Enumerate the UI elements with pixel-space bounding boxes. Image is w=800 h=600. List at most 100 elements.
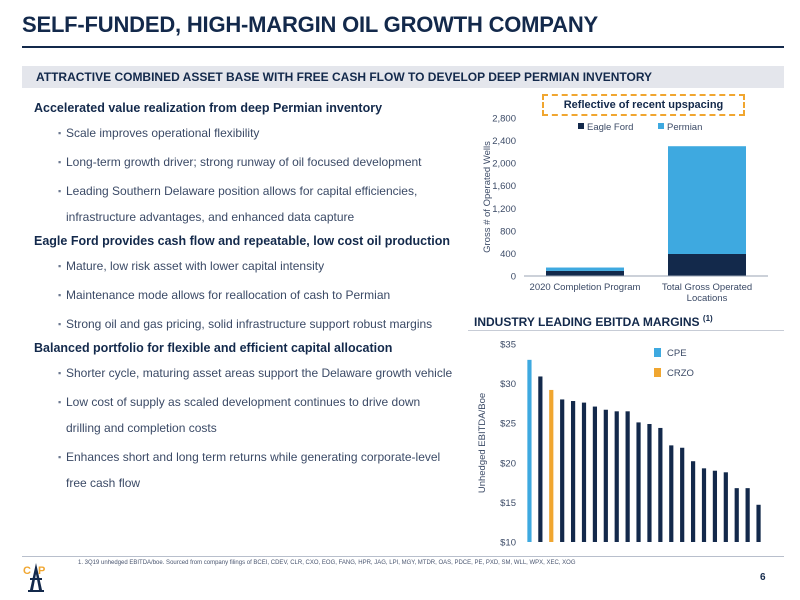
- bar-peer: [636, 422, 641, 542]
- bar-peer: [538, 376, 543, 542]
- bar-peer: [581, 402, 587, 542]
- legend-label: Eagle Ford: [587, 122, 633, 133]
- bullet-text: Mature, low risk asset with lower capita…: [66, 259, 325, 273]
- bullet-text: free cash flow: [66, 476, 141, 490]
- footnote-marker: (1): [702, 314, 713, 323]
- company-logo-icon: C P: [23, 563, 45, 592]
- title-underline: [22, 46, 784, 48]
- upspacing-callout: Reflective of recent upspacing: [542, 94, 745, 116]
- bar-crzo: [549, 389, 554, 542]
- bullet-item: ▪ Long-term growth driver; strong runway …: [34, 152, 474, 172]
- bullet-text: Enhances short and long term returns whi…: [66, 450, 441, 464]
- ebitda-chart-title: INDUSTRY LEADING EBITDA MARGINS (1): [474, 314, 713, 329]
- section-heading: Accelerated value realization from deep …: [34, 101, 383, 115]
- bullet-marker-icon: ▪: [58, 319, 62, 329]
- bar-peer: [690, 461, 696, 542]
- bar-peer: [603, 409, 608, 542]
- y-tick-label: 400: [500, 249, 516, 260]
- x-tick-label: Total Gross Operated: [662, 282, 752, 293]
- bullet-marker-icon: ▪: [58, 452, 62, 462]
- footnote-rule: [22, 556, 784, 557]
- bullet-marker-icon: ▪: [58, 368, 62, 378]
- bullet-column: Accelerated value realization from deep …: [34, 100, 474, 493]
- bullet-item: ▪ Shorter cycle, maturing asset areas sup…: [34, 363, 474, 383]
- bullet-marker-icon: ▪: [58, 128, 62, 138]
- page-number: 6: [760, 572, 766, 583]
- bullet-marker-icon: ▪: [58, 261, 62, 271]
- legend-swatch: [658, 123, 664, 129]
- bar-peer: [625, 411, 630, 542]
- bar-peer: [756, 504, 761, 542]
- legend-swatch: [578, 123, 584, 129]
- bar-peer: [734, 488, 739, 542]
- y-tick-label: 800: [500, 226, 516, 237]
- bullet-item: ▪ Mature, low risk asset with lower capit…: [34, 256, 474, 276]
- bar-peer: [614, 411, 619, 542]
- banner-text: ATTRACTIVE COMBINED ASSET BASE WITH FREE…: [36, 70, 653, 84]
- legend-swatch: [654, 368, 661, 377]
- bar-peer: [680, 447, 685, 542]
- legend-label: CRZO: [667, 368, 694, 379]
- y-tick-label: 1,200: [492, 204, 516, 215]
- ebitda-margin-chart: $10 $15 $20 $25 $30 $35 Unhedged EBITDA/Boe CPE…: [477, 340, 761, 549]
- bullet-text: drilling and completion costs: [66, 421, 217, 435]
- bullet-item: ▪ Enhances short and long term returns wh…: [34, 447, 474, 493]
- bar-eagle-ford: [546, 270, 624, 276]
- bar-permian: [546, 267, 624, 271]
- bullet-item: ▪ Scale improves operational flexibility: [34, 123, 474, 143]
- legend-label: Permian: [667, 122, 702, 133]
- section-heading: Eagle Ford provides cash flow and repeat…: [34, 234, 451, 248]
- bullet-marker-icon: ▪: [58, 290, 62, 300]
- bar-peer: [723, 472, 728, 542]
- y-tick-label: $35: [500, 340, 516, 351]
- bar-peer: [712, 470, 718, 542]
- y-tick-label: $20: [500, 458, 516, 469]
- bar-peer: [647, 423, 652, 542]
- bullet-item: ▪ Low cost of supply as scaled developmen…: [34, 392, 474, 438]
- bullet-text: Low cost of supply as scaled development…: [66, 395, 421, 409]
- x-tick-label: 2020 Completion Program: [530, 282, 641, 293]
- bar-peer: [745, 488, 750, 542]
- bullet-item: ▪ Maintenance mode allows for reallocatio…: [34, 285, 474, 305]
- bullet-marker-icon: ▪: [58, 186, 62, 196]
- y-tick-label: 2,400: [492, 136, 516, 147]
- bar-peer: [592, 406, 598, 542]
- bar-peer: [701, 468, 707, 542]
- bullet-marker-icon: ▪: [58, 397, 62, 407]
- x-tick-label: Locations: [687, 293, 728, 304]
- legend-swatch: [654, 348, 661, 357]
- svg-text:C: C: [23, 565, 31, 577]
- y-axis-label: Unhedged EBITDA/Boe: [477, 393, 488, 493]
- bullet-item: ▪ Strong oil and gas pricing, solid infra…: [34, 314, 474, 334]
- y-tick-label: $25: [500, 419, 516, 430]
- bar-peer: [658, 427, 663, 542]
- bar-peer: [669, 445, 674, 542]
- bullet-item: ▪ Leading Southern Delaware position allo…: [34, 181, 474, 227]
- bullet-text: Shorter cycle, maturing asset areas supp…: [66, 366, 453, 380]
- bar-peer: [560, 399, 565, 542]
- y-tick-label: 2,800: [492, 114, 516, 125]
- footnote: 1. 3Q19 unhedged EBITDA/boe. Sourced fro…: [78, 560, 576, 566]
- bar-eagle-ford: [668, 253, 746, 276]
- bar-permian: [668, 146, 746, 254]
- bullet-text: Maintenance mode allows for reallocation…: [66, 288, 391, 302]
- y-tick-label: $10: [500, 538, 516, 549]
- bar-cpe: [527, 359, 532, 542]
- page-title: SELF-FUNDED, HIGH-MARGIN OIL GROWTH COMP…: [22, 12, 599, 37]
- ebitda-chart-title-text: INDUSTRY LEADING EBITDA MARGINS: [474, 315, 700, 329]
- section-heading: Balanced portfolio for flexible and effi…: [34, 341, 393, 355]
- upspacing-callout-text: Reflective of recent upspacing: [563, 99, 724, 111]
- y-tick-label: $30: [500, 379, 516, 390]
- y-axis-label: Gross # of Operated Wells: [482, 141, 493, 253]
- y-tick-label: 0: [511, 272, 516, 283]
- ebitda-title-rule: [468, 330, 784, 331]
- y-tick-label: 2,000: [492, 159, 516, 170]
- bullet-text: Leading Southern Delaware position allow…: [66, 184, 418, 198]
- bullet-text: Scale improves operational flexibility: [66, 126, 260, 140]
- operated-wells-chart: 0 400 800 1,200 1,600 2,000 2,400 2,800 Gross # …: [482, 114, 768, 304]
- bullet-text: Long-term growth driver; strong runway o…: [66, 155, 422, 169]
- bullet-marker-icon: ▪: [58, 157, 62, 167]
- section-banner: ATTRACTIVE COMBINED ASSET BASE WITH FREE…: [22, 66, 784, 88]
- bullet-text: Strong oil and gas pricing, solid infras…: [66, 317, 433, 331]
- bullet-text: infrastructure advantages, and enhanced …: [66, 210, 355, 224]
